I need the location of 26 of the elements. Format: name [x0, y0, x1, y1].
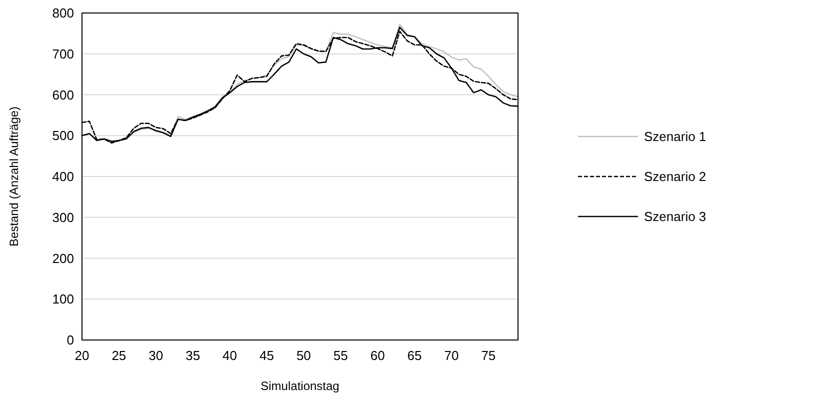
- legend-label: Szenario 1: [644, 129, 706, 144]
- x-tick-label: 75: [481, 348, 496, 363]
- y-axis-title: Bestand (Anzahl Aufträge): [7, 106, 21, 247]
- x-tick-label: 50: [296, 348, 311, 363]
- x-tick-label: 45: [260, 348, 274, 363]
- y-tick-label: 300: [52, 210, 74, 225]
- x-tick-label: 60: [370, 348, 385, 363]
- x-tick-label: 25: [112, 348, 126, 363]
- y-tick-label: 800: [52, 6, 74, 21]
- y-tick-label: 200: [52, 250, 74, 266]
- y-tick-label: 100: [52, 292, 74, 307]
- x-tick-label: 65: [407, 348, 422, 363]
- x-tick-label: 40: [222, 348, 238, 363]
- x-tick-label: 35: [186, 348, 200, 363]
- x-tick-label: 20: [74, 348, 90, 363]
- legend-label: Szenario 2: [644, 169, 706, 184]
- x-tick-label: 70: [444, 348, 459, 363]
- y-tick-label: 400: [52, 169, 74, 184]
- x-tick-label: 55: [333, 348, 348, 363]
- x-tick-label: 30: [148, 348, 164, 363]
- legend-label: Szenario 3: [644, 209, 706, 224]
- x-axis-title: Simulationstag: [260, 379, 340, 393]
- y-tick-label: 0: [66, 332, 74, 348]
- y-tick-label: 500: [52, 128, 74, 144]
- y-tick-label: 600: [52, 87, 74, 102]
- y-tick-label: 700: [52, 46, 74, 62]
